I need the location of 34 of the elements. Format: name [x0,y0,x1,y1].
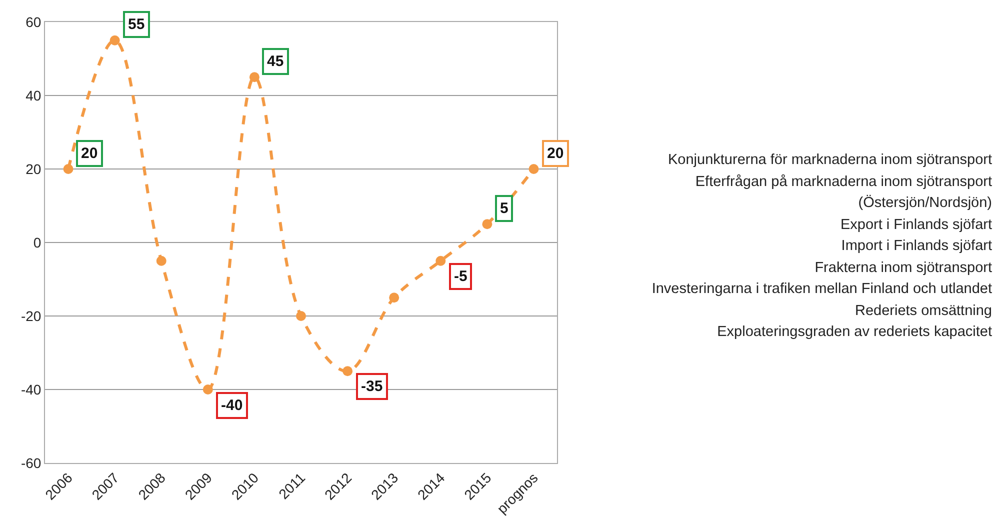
point [436,256,446,266]
data-label: 45 [267,53,284,70]
data-label: 20 [547,145,564,162]
point [110,35,120,46]
text: Efterfrågan på marknaderna inom sjötransport (Östersjön/Nordsjön) [694,172,992,213]
y-tick-label: -20 [20,308,42,324]
point [296,311,306,321]
point [156,256,166,266]
y-tick-label: 20 [26,160,42,177]
data-label: 5 [500,200,508,217]
point [389,292,400,303]
y-tick-label: 60 [26,14,42,30]
text: Konjunkturerna för marknaderna inom sjötransport [667,151,992,170]
point [482,219,492,230]
point [202,384,213,394]
text: Rederiets omsättning [854,302,992,320]
text: Import i Finlands sjöfart [840,237,992,256]
data-label: 20 [81,145,98,162]
text: Investeringarna i trafiken mellan Finland och utlandet [650,280,992,299]
point [528,164,539,174]
text: Exploateringsgraden av rederiets kapacitet [716,323,992,342]
text: Export i Finlands sjöfart [839,216,992,234]
point [249,72,260,82]
point [342,366,353,376]
point [63,164,74,174]
data-label: -5 [454,268,468,285]
text: Frakterna inom sjötransport [814,258,992,278]
data-label: -40 [221,397,243,414]
y-tick-label: -40 [20,381,42,398]
data-label: 55 [128,16,145,33]
y-tick-label: -60 [20,454,42,471]
y-tick-label: 0 [33,234,42,250]
data-label: -35 [361,378,383,395]
y-tick-label: 40 [26,87,42,104]
